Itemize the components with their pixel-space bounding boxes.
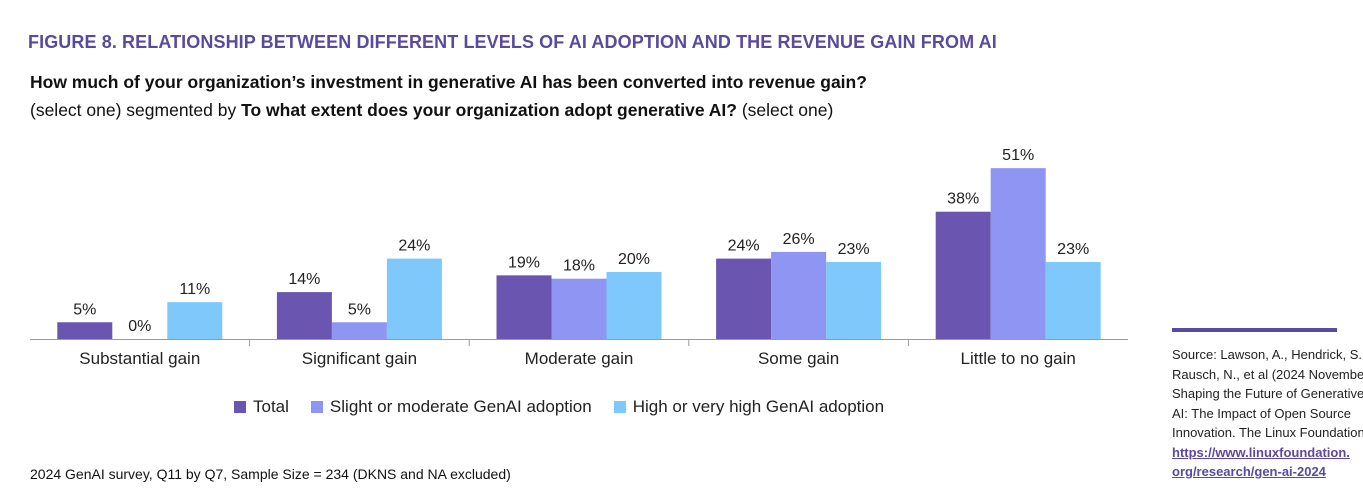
bar-high-or-very-high-genai-adoption-little-to-no-gain: [1045, 261, 1101, 339]
data-label: 19%: [508, 254, 540, 271]
legend-item-slight-moderate: Slight or moderate GenAI adoption: [310, 397, 592, 417]
source-line: AI: The Impact of Open Source: [1172, 405, 1351, 421]
legend-swatch-high: [613, 401, 626, 413]
question-suffix: (select one): [736, 100, 834, 120]
bar-slight-or-moderate-genai-adoption-significant-gain: [331, 322, 387, 339]
legend-item-high: High or very high GenAI adoption: [613, 397, 885, 417]
data-label: 11%: [179, 281, 210, 298]
bar-high-or-very-high-genai-adoption-substantial-gain: [167, 302, 223, 339]
bar-total-some-gain: [716, 258, 772, 339]
data-label: 14%: [288, 271, 320, 288]
question-prefix: (select one) segmented by: [30, 100, 242, 120]
data-label: 23%: [1057, 241, 1089, 258]
data-label: 23%: [838, 241, 870, 258]
figure-title: FIGURE 8. RELATIONSHIP BETWEEN DIFFERENT…: [28, 32, 997, 52]
source-line: Source: Lawson, A., Hendrick, S.,: [1172, 347, 1363, 362]
question-main: How much of your organization’s investme…: [30, 72, 867, 92]
legend-item-total: Total: [234, 397, 289, 417]
source-divider: [1172, 328, 1337, 332]
category-label: Little to no gain: [961, 349, 1076, 368]
data-label: 5%: [73, 301, 96, 318]
bar-high-or-very-high-genai-adoption-some-gain: [826, 261, 882, 339]
category-label: Some gain: [758, 349, 839, 368]
bar-total-little-to-no-gain: [935, 211, 991, 339]
data-label: 24%: [728, 238, 760, 255]
survey-footnote: 2024 GenAI survey, Q11 by Q7, Sample Siz…: [30, 466, 511, 482]
source-line: Rausch, N., et al (2024 November).: [1172, 366, 1363, 382]
data-label: 18%: [563, 258, 595, 275]
data-label: 20%: [618, 251, 650, 268]
category-label: Substantial gain: [79, 349, 200, 368]
bar-slight-or-moderate-genai-adoption-moderate-gain: [551, 278, 607, 339]
bar-slight-or-moderate-genai-adoption-little-to-no-gain: [990, 168, 1046, 339]
source-link[interactable]: org/research/gen-ai-2024: [1172, 464, 1326, 479]
bar-total-significant-gain: [276, 292, 332, 339]
data-label: 0%: [128, 318, 151, 335]
data-label: 26%: [783, 231, 815, 248]
category-label: Significant gain: [302, 349, 417, 368]
data-label: 5%: [348, 301, 371, 318]
source-line: Shaping the Future of Generative: [1172, 386, 1363, 401]
question-subtitle: (select one) segmented by To what extent…: [30, 100, 833, 121]
bar-total-substantial-gain: [57, 322, 113, 339]
legend-label-slight-moderate: Slight or moderate GenAI adoption: [329, 397, 592, 416]
data-label: 51%: [1002, 147, 1034, 164]
legend-swatch-total: [234, 401, 246, 413]
source-citation: Source: Lawson, A., Hendrick, S., Rausch…: [1172, 345, 1363, 482]
chart-legend: Total Slight or moderate GenAI adoption …: [234, 397, 906, 417]
bar-total-moderate-gain: [496, 275, 552, 339]
bar-slight-or-moderate-genai-adoption-some-gain: [771, 251, 827, 339]
category-label: Moderate gain: [525, 349, 634, 368]
bar-high-or-very-high-genai-adoption-moderate-gain: [606, 272, 662, 339]
bar-high-or-very-high-genai-adoption-significant-gain: [386, 258, 442, 339]
legend-label-total: Total: [253, 397, 289, 416]
source-link[interactable]: https://www.linuxfoundation.: [1172, 444, 1350, 460]
legend-swatch-slight-moderate: [310, 401, 323, 413]
data-label: 38%: [947, 191, 979, 208]
source-line: Innovation. The Linux Foundation.: [1172, 425, 1363, 440]
bar-chart: 5% 0% 11% Substantial gain 14% 5% 24% Significa…: [30, 147, 1128, 368]
data-label: 24%: [398, 238, 430, 255]
legend-label-high: High or very high GenAI adoption: [632, 397, 885, 416]
question-segment: To what extent does your organization ad…: [241, 100, 737, 120]
